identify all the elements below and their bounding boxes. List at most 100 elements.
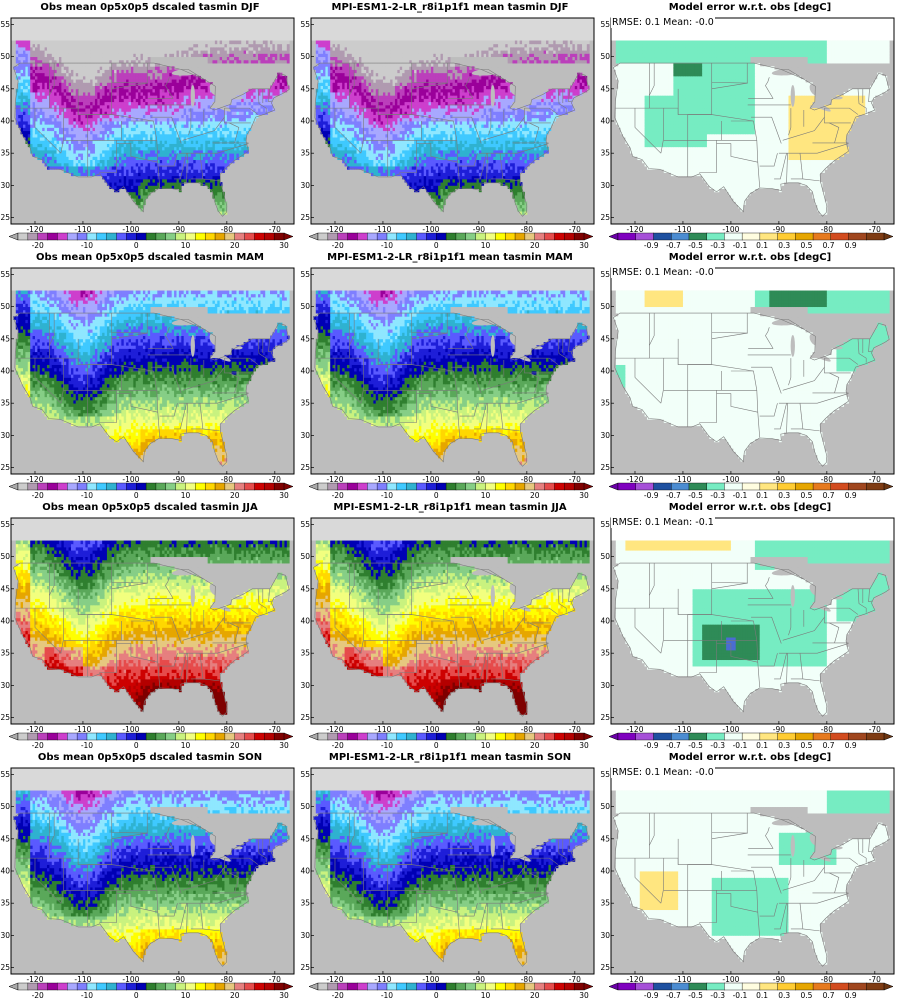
state-border bbox=[188, 358, 192, 386]
colorbar-swatch bbox=[617, 232, 637, 241]
state-border bbox=[488, 858, 492, 886]
state-border bbox=[751, 116, 782, 144]
state-border bbox=[411, 813, 448, 834]
map-canvas: -120 -110 -100 -90 -80 -70 25 30 35 40 45 50 55 bbox=[300, 517, 595, 732]
map-canvas: -120 -110 -100 -90 -80 -70 25 30 35 40 45 50 55 bbox=[600, 767, 895, 982]
state-border bbox=[499, 153, 504, 179]
colorbar-swatch bbox=[47, 232, 58, 241]
great-lake bbox=[812, 102, 831, 112]
colorbar-swatch bbox=[653, 232, 672, 241]
lon-tick-label: -70 bbox=[269, 725, 281, 732]
state-border bbox=[190, 178, 220, 182]
colorbar-swatch bbox=[455, 982, 467, 991]
lon-tick-label: -90 bbox=[773, 975, 785, 982]
colorbar-tick-label: 0 bbox=[434, 241, 439, 250]
panel-title: Obs mean 0p5x0p5 dscaled tasmin JJA bbox=[0, 502, 300, 513]
lon-tick-label: -100 bbox=[422, 725, 439, 732]
state-border bbox=[781, 569, 804, 580]
lon-tick-label: -90 bbox=[173, 225, 185, 232]
state-border bbox=[634, 608, 662, 654]
colorbar-swatch bbox=[47, 732, 58, 741]
lat-tick-label: 25 bbox=[0, 963, 10, 972]
colorbar-swatch bbox=[759, 982, 779, 991]
state-border bbox=[499, 903, 504, 929]
colorbar-swatch bbox=[17, 482, 29, 491]
colorbar-swatch bbox=[504, 232, 516, 241]
colorbar-swatch bbox=[635, 232, 654, 241]
colorbar-swatch bbox=[475, 232, 486, 241]
colorbar-tick-label: -0.5 bbox=[688, 991, 703, 1000]
state-border bbox=[430, 870, 460, 938]
lat-tick-label: 40 bbox=[300, 617, 310, 626]
state-border bbox=[87, 114, 112, 178]
state-border bbox=[257, 588, 267, 613]
colorbar-tick-label: 0 bbox=[434, 741, 439, 750]
colorbar-swatch bbox=[795, 482, 814, 491]
colorbar-swatch bbox=[96, 982, 108, 991]
great-lake bbox=[190, 84, 195, 107]
panel-title: Model error w.r.t. obs [degC] bbox=[600, 752, 900, 763]
colorbar-swatch bbox=[812, 732, 832, 741]
colorbar-swatch bbox=[327, 232, 339, 241]
colorbar-arrow-low bbox=[608, 982, 619, 991]
lat-tick-label: 30 bbox=[300, 931, 310, 940]
state-border bbox=[349, 63, 355, 96]
colorbar-swatch bbox=[706, 232, 725, 241]
state-border bbox=[824, 857, 859, 865]
colorbar-swatch bbox=[254, 482, 265, 491]
colorbar-tick-label: 10 bbox=[181, 241, 191, 250]
state-border bbox=[486, 153, 488, 183]
state-border bbox=[488, 608, 492, 636]
state-border bbox=[799, 903, 804, 929]
lat-tick-label: 50 bbox=[0, 552, 10, 561]
map-panel-djf-error: -120 -110 -100 -90 -80 -70 25 30 35 40 45 50 55 Model… bbox=[600, 0, 900, 250]
colorbar-tick-label: 0.1 bbox=[756, 241, 768, 250]
country-outline bbox=[313, 312, 590, 467]
error-stats: RMSE: 0.1 Mean: -0.0 bbox=[611, 767, 715, 778]
state-border bbox=[430, 893, 458, 913]
colorbar-swatch bbox=[244, 482, 255, 491]
colorbar-swatch bbox=[214, 482, 226, 491]
lat-tick-label: 30 bbox=[300, 681, 310, 690]
state-border bbox=[151, 866, 182, 894]
state-border bbox=[765, 577, 774, 599]
colorbar-arrow-low bbox=[8, 732, 19, 741]
state-border bbox=[490, 928, 520, 932]
colorbar-swatch bbox=[185, 482, 196, 491]
colorbar-swatch bbox=[386, 482, 398, 491]
state-border bbox=[759, 903, 778, 917]
colorbar-swatch bbox=[564, 232, 575, 241]
great-lake bbox=[812, 852, 831, 862]
colorbar-arrow-low bbox=[308, 732, 319, 741]
colorbar-swatch bbox=[234, 232, 246, 241]
lon-tick-label: -90 bbox=[173, 975, 185, 982]
state-border bbox=[360, 358, 365, 404]
colorbar-swatch bbox=[416, 732, 427, 741]
great-lake bbox=[232, 96, 243, 100]
state-border bbox=[482, 616, 525, 641]
lon-tick-label: -110 bbox=[74, 225, 91, 232]
lon-tick-label: -100 bbox=[722, 975, 739, 982]
state-border bbox=[478, 393, 549, 404]
state-border bbox=[111, 63, 148, 84]
colorbar-swatch bbox=[706, 482, 725, 491]
colorbar-swatch bbox=[524, 982, 536, 991]
colorbar-swatch bbox=[165, 482, 177, 491]
country-outline bbox=[613, 562, 890, 717]
lon-tick-label: -90 bbox=[173, 725, 185, 732]
colorbar-swatch bbox=[544, 982, 555, 991]
state-border bbox=[174, 153, 187, 180]
lon-tick-label: -100 bbox=[722, 225, 739, 232]
state-border bbox=[465, 577, 474, 599]
map-canvas: -120 -110 -100 -90 -80 -70 25 30 35 40 45 50 55 bbox=[0, 517, 295, 732]
colorbar-swatch bbox=[504, 732, 516, 741]
lat-tick-label: 55 bbox=[600, 20, 610, 29]
colorbar-swatch bbox=[254, 232, 265, 241]
state-border bbox=[660, 108, 665, 154]
lat-tick-label: 35 bbox=[300, 649, 310, 658]
state-border bbox=[178, 893, 249, 904]
colorbar-swatch bbox=[514, 982, 526, 991]
colorbar-swatch bbox=[357, 482, 368, 491]
colorbar-swatch bbox=[317, 982, 329, 991]
colorbar-swatch bbox=[514, 482, 526, 491]
